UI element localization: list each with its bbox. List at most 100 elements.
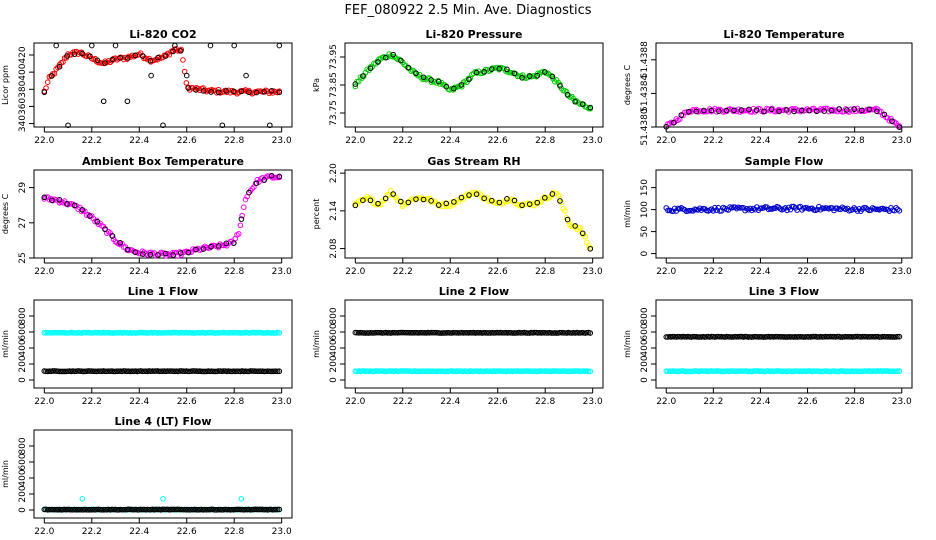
data-point-black [56,63,63,70]
panel-5: Gas Stream RH percent 22.0 22.2 22.4 22.6 22.8… [312,155,604,277]
x-tick-label: 22.2 [703,397,723,407]
data-point-black [587,104,594,111]
data-point-black [519,74,525,81]
data-point-black [382,195,389,202]
panel-title: Line 2 Flow [439,285,509,298]
y-axis-label: Licor ppm [1,65,10,105]
y-tick-label: 51.4380 [640,108,650,145]
data-point-black [557,83,563,89]
data-point-black [140,53,146,59]
data-point-black [663,123,670,130]
data-point-black [102,60,108,66]
data-point-black [526,201,533,207]
data-point-black [390,191,397,197]
y-tick-label: 200 [18,485,28,502]
data-point-black [557,198,563,204]
data-point [237,222,244,229]
data-point-black [132,52,139,59]
x-tick-label: 22.8 [845,136,865,146]
x-tick-label: 22.0 [345,397,365,407]
data-point-black [352,81,359,87]
data-point-black [428,198,434,204]
data-point-black [382,54,389,61]
y-tick-label: 51.4388 [640,41,650,78]
data-point-black [579,230,586,237]
x-tick-label: 23.0 [892,397,912,407]
data-point-black [428,77,434,83]
y-axis-label: ml/min [312,330,321,358]
data-point [695,207,701,213]
x-tick-label: 22.4 [129,267,149,277]
data-point [276,506,283,513]
data-point-black [488,197,495,204]
data-point [670,208,676,215]
data-point-black [435,202,442,208]
data-point-black [170,252,176,258]
data-point-black [806,107,812,114]
outlier-point [267,122,273,129]
plot-frame [33,42,293,128]
data-point [797,108,804,115]
data-point-black [542,195,548,201]
y-tick-label: 400 [18,469,28,486]
y-tick-label: 2.14 [329,201,339,221]
data-point-black [124,55,131,61]
data-point-black [238,216,245,222]
x-tick-label: 22.6 [798,136,818,146]
data-point-black [723,107,730,114]
data-point-black [708,107,715,114]
data-point-black [390,51,397,58]
data-point-black [534,199,541,206]
data-point-black [481,195,487,202]
data-point [393,55,399,61]
data-point [888,115,894,122]
data-point-black [367,197,374,204]
y-tick-label: 200 [640,355,650,372]
plot-frame [344,169,604,259]
data-point [548,73,555,79]
y-tick-label: 50 [640,226,650,238]
data-point-black [87,213,93,219]
data-point-black [738,107,745,113]
data-point [212,368,218,375]
data-point-black [185,85,192,91]
data-point [180,57,186,63]
y-tick-label: 27 [18,217,28,228]
outlier-point [231,42,238,49]
data-point [249,185,256,192]
data-point-black [768,106,775,113]
y-tick-label: 29 [18,182,28,194]
y-tick-label: 400 [329,339,339,356]
data-point [132,330,139,336]
y-tick-label: 340 [18,115,28,132]
data-point-black [79,50,86,57]
data-point-black [843,107,850,113]
data-point-black [360,197,366,204]
data-point-black [185,249,192,256]
data-point-black [94,57,101,64]
data-point-black [889,118,895,124]
data-point-black [215,89,222,96]
outlier-point [88,42,95,49]
data-point-black [223,240,230,247]
data-point-black [451,85,457,92]
panel-9: Line 3 Flow ml/min 22.0 22.2 22.4 22.6 22.8 23.… [623,285,913,407]
data-point-black [117,239,123,246]
data-point [784,207,790,214]
data-point [738,204,745,211]
y-tick-label: 380 [18,80,28,97]
data-point-black [276,89,283,96]
data-point-black [458,82,465,88]
data-point-black [746,106,752,113]
data-point [352,83,359,90]
data-point-black [155,252,161,258]
data-point [789,203,795,210]
x-tick-label: 22.8 [224,397,244,407]
data-point-black [56,196,63,203]
data-point [896,207,903,214]
x-tick-label: 22.6 [488,136,508,146]
data-point [409,67,416,74]
x-tick-label: 22.6 [177,136,197,146]
data-point-black [443,83,450,90]
panel-title: Ambient Box Temperature [82,155,244,168]
